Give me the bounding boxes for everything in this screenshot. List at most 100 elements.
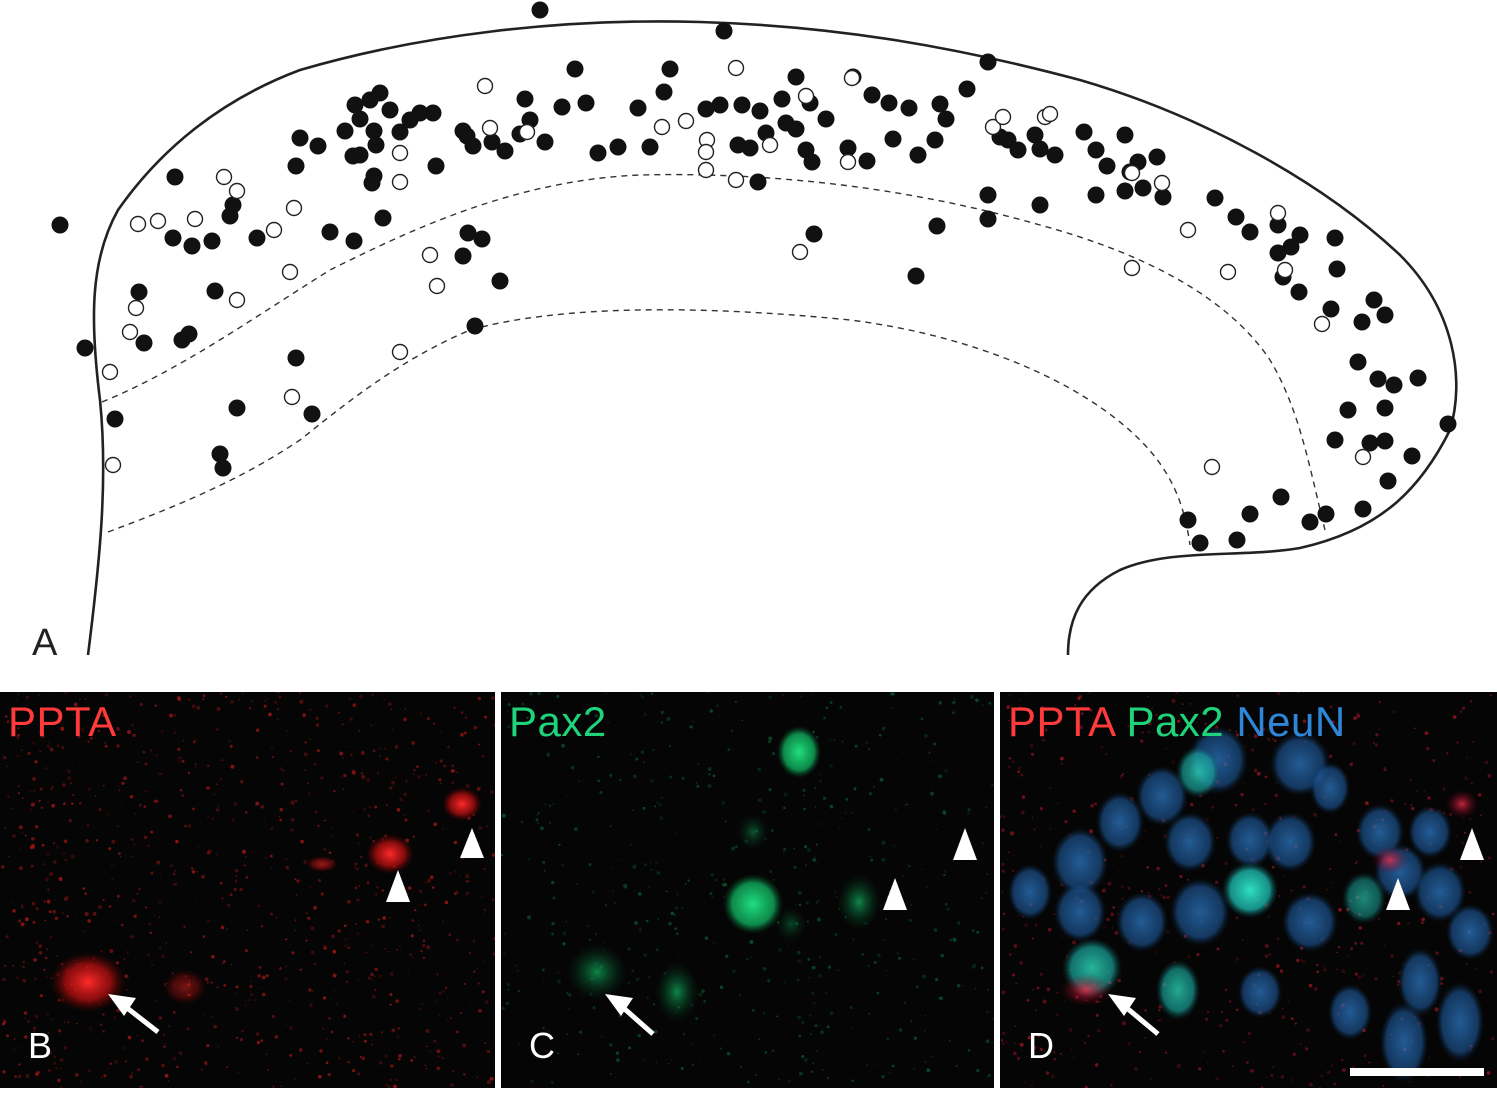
- arrowhead-icon: [883, 878, 907, 910]
- open-circle: [994, 108, 1012, 126]
- pax2-neun-nucleus: [1156, 960, 1200, 1020]
- neun-cell: [1282, 892, 1338, 952]
- open-circle: [228, 291, 246, 309]
- filled-circle: [1282, 238, 1300, 256]
- scale-bar: [1350, 1068, 1484, 1076]
- filled-circle: [589, 144, 607, 162]
- neun-cell: [1238, 966, 1282, 1018]
- filled-circle: [1031, 140, 1049, 158]
- open-circle: [127, 299, 145, 317]
- filled-circle: [1075, 123, 1093, 141]
- filled-circle: [531, 1, 549, 19]
- filled-circle: [1272, 488, 1290, 506]
- ppta-signal: [1060, 974, 1112, 1006]
- neun-cell: [1264, 812, 1316, 872]
- filled-circle: [928, 217, 946, 235]
- filled-circle: [1241, 505, 1259, 523]
- section-outline: [86, 20, 1458, 656]
- filled-circle: [1439, 415, 1457, 433]
- panel-b-ppta: PPTA B: [0, 692, 495, 1088]
- filled-circle: [1291, 226, 1309, 244]
- filled-circle: [1116, 182, 1134, 200]
- panel-c-pax2: Pax2 C: [501, 692, 994, 1088]
- panel-d-letter: D: [1028, 1025, 1054, 1066]
- filled-circle: [661, 60, 679, 78]
- filled-circle: [164, 229, 182, 247]
- filled-circle: [926, 131, 944, 149]
- filled-circle: [880, 94, 898, 112]
- neun-cell: [1398, 948, 1442, 1016]
- arrowhead-icon: [1460, 828, 1484, 860]
- filled-circle: [303, 405, 321, 423]
- filled-circle: [1376, 399, 1394, 417]
- filled-circle: [1046, 146, 1064, 164]
- filled-circle: [1191, 534, 1209, 552]
- filled-circle: [858, 152, 876, 170]
- filled-circle: [1322, 300, 1340, 318]
- filled-circle: [206, 282, 224, 300]
- filled-circle: [1317, 505, 1335, 523]
- pax2-neun-nucleus: [1342, 872, 1386, 924]
- open-circle: [265, 221, 283, 239]
- open-circle: [481, 119, 499, 137]
- lamina-boundary-inner: [107, 309, 1191, 546]
- open-circle: [797, 87, 815, 105]
- panel-d-merge: PPTA Pax2 NeuN D: [1000, 692, 1497, 1088]
- neun-cell: [1436, 982, 1484, 1062]
- arrowhead-icon: [460, 828, 484, 858]
- filled-circle: [1349, 353, 1367, 371]
- filled-circle: [130, 283, 148, 301]
- filled-circle: [321, 223, 339, 241]
- filled-circle: [566, 60, 584, 78]
- filled-circle: [629, 99, 647, 117]
- open-circle: [1269, 204, 1287, 222]
- filled-circle: [1326, 431, 1344, 449]
- ppta-speckle: [1, 692, 495, 1088]
- filled-circle: [214, 459, 232, 477]
- open-circle: [843, 69, 861, 87]
- filled-circle: [773, 90, 791, 108]
- filled-circle: [351, 110, 369, 128]
- open-circle: [761, 136, 779, 154]
- filled-circle: [1227, 208, 1245, 226]
- pax2-nucleus: [655, 962, 699, 1022]
- pax2-nucleus: [737, 814, 769, 850]
- filled-circle: [553, 98, 571, 116]
- filled-circle: [641, 138, 659, 156]
- open-circle: [228, 182, 246, 200]
- open-circle: [697, 161, 715, 179]
- neun-cell: [1164, 812, 1216, 872]
- filled-circle: [374, 209, 392, 227]
- filled-circle: [1154, 188, 1172, 206]
- arrowhead-icon: [386, 870, 410, 902]
- filled-circle: [401, 111, 419, 129]
- filled-circle: [741, 139, 759, 157]
- filled-circle: [427, 157, 445, 175]
- open-circle: [727, 171, 745, 189]
- merge-label-neun: NeuN: [1236, 698, 1346, 745]
- filled-circle: [817, 110, 835, 128]
- ppta-signal: [1446, 790, 1478, 818]
- neun-cell: [1226, 812, 1274, 868]
- filled-circle: [1009, 141, 1027, 159]
- filled-circle: [228, 399, 246, 417]
- open-circle: [391, 343, 409, 361]
- arrowhead-icon: [1386, 878, 1410, 910]
- filled-circle: [803, 153, 821, 171]
- filled-circle: [1290, 283, 1308, 301]
- filled-circle: [787, 68, 805, 86]
- filled-circle: [361, 91, 379, 109]
- arrow-icon: [108, 994, 160, 1034]
- filled-circle: [1369, 370, 1387, 388]
- filled-circle: [863, 86, 881, 104]
- filled-circle: [483, 133, 501, 151]
- filled-circle: [907, 267, 925, 285]
- filled-circle: [344, 147, 362, 165]
- open-circle: [1354, 448, 1372, 466]
- filled-circle: [464, 137, 482, 155]
- merge-label-pax2: Pax2: [1126, 698, 1225, 745]
- cell-markers: [51, 1, 1457, 552]
- filled-circle: [1301, 513, 1319, 531]
- neun-cell: [1054, 882, 1106, 942]
- open-circle: [1219, 263, 1237, 281]
